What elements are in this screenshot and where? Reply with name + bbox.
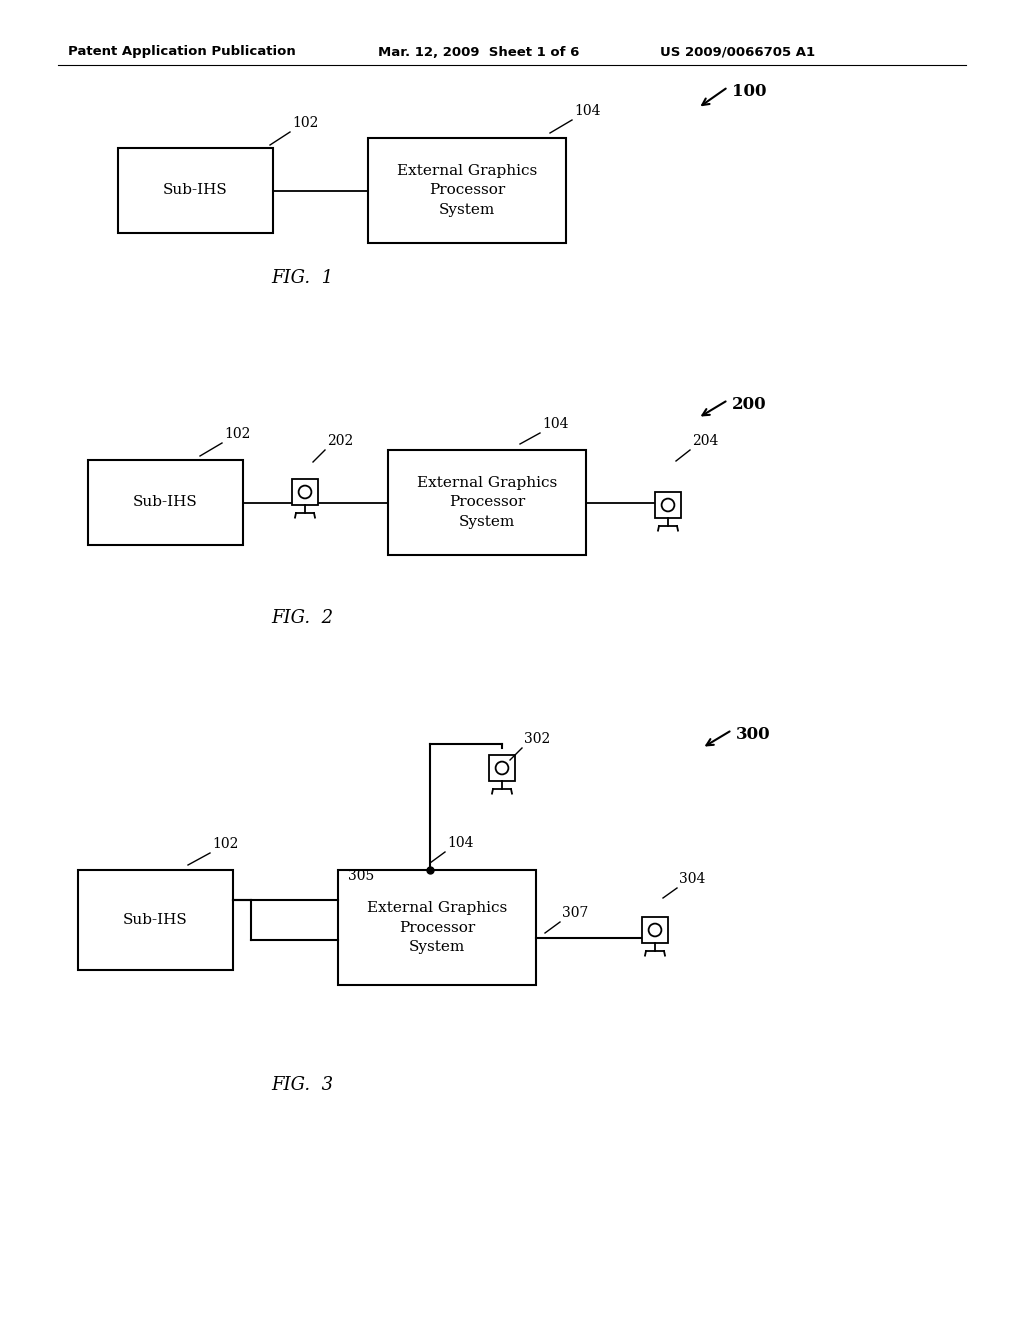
Bar <box>388 450 586 554</box>
Text: Sub-IHS: Sub-IHS <box>133 495 198 510</box>
Text: 104: 104 <box>542 417 568 432</box>
Bar <box>642 917 668 942</box>
Bar <box>338 870 536 985</box>
Text: Patent Application Publication: Patent Application Publication <box>68 45 296 58</box>
Text: External Graphics
Processor
System: External Graphics Processor System <box>367 902 507 954</box>
Bar <box>368 139 566 243</box>
Text: 102: 102 <box>292 116 318 129</box>
Bar <box>88 459 243 545</box>
Text: 305: 305 <box>348 869 374 883</box>
Bar <box>78 870 233 970</box>
Text: US 2009/0066705 A1: US 2009/0066705 A1 <box>660 45 815 58</box>
Text: 104: 104 <box>447 836 473 850</box>
Bar <box>292 479 318 506</box>
Text: Sub-IHS: Sub-IHS <box>163 183 228 198</box>
Bar <box>655 492 681 517</box>
Text: 307: 307 <box>562 906 589 920</box>
Bar <box>489 755 515 781</box>
Text: FIG.  3: FIG. 3 <box>271 1076 333 1094</box>
Text: FIG.  2: FIG. 2 <box>271 609 333 627</box>
Text: 302: 302 <box>524 733 550 746</box>
Text: 200: 200 <box>732 396 767 413</box>
Text: Sub-IHS: Sub-IHS <box>123 913 187 927</box>
Text: 100: 100 <box>732 83 767 100</box>
Text: External Graphics
Processor
System: External Graphics Processor System <box>417 477 557 529</box>
Text: 202: 202 <box>327 434 353 447</box>
Text: External Graphics
Processor
System: External Graphics Processor System <box>397 164 538 216</box>
Text: 102: 102 <box>212 837 239 851</box>
Text: 102: 102 <box>224 426 251 441</box>
Text: 304: 304 <box>679 873 706 886</box>
Text: 104: 104 <box>574 104 600 117</box>
Bar <box>118 148 273 234</box>
Text: 204: 204 <box>692 434 719 447</box>
Text: Mar. 12, 2009  Sheet 1 of 6: Mar. 12, 2009 Sheet 1 of 6 <box>378 45 580 58</box>
Text: FIG.  1: FIG. 1 <box>271 269 333 286</box>
Text: 300: 300 <box>736 726 771 743</box>
